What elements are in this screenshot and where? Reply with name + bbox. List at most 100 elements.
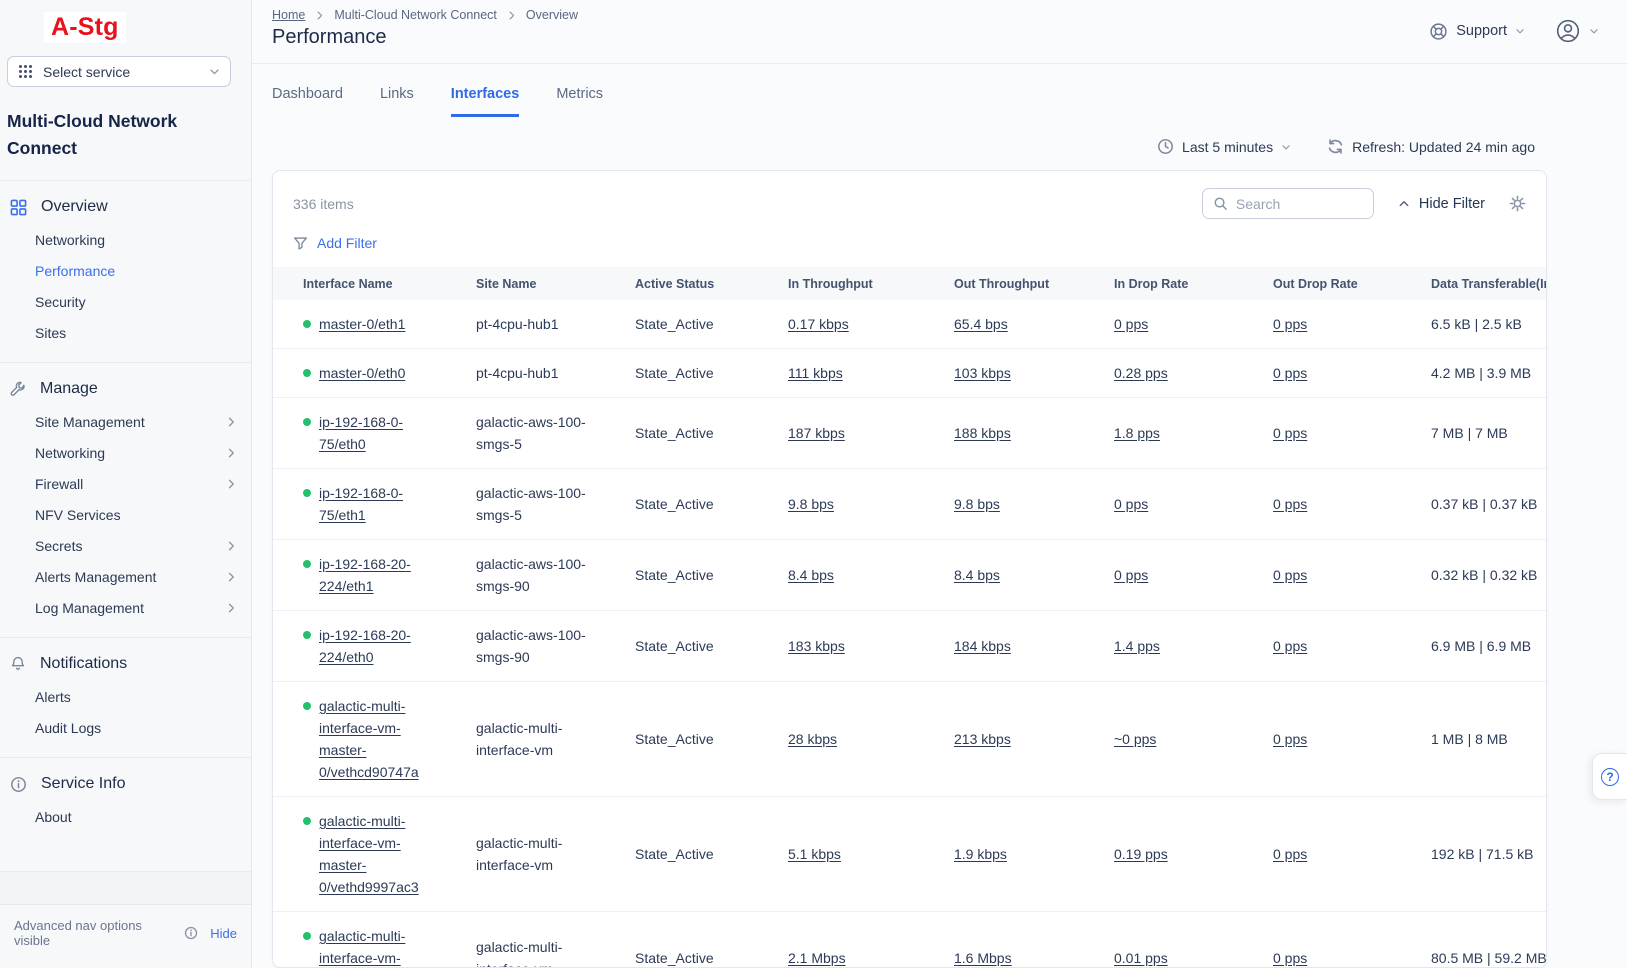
sidebar-item-audit-logs[interactable]: Audit Logs <box>35 720 102 737</box>
interface-link[interactable]: galactic-multi-interface-vm-master-0/vet… <box>319 698 419 780</box>
table-row: master-0/eth1 pt-4cpu-hub1 State_Active … <box>273 300 1546 349</box>
interface-link[interactable]: ip-192-168-0-75/eth1 <box>319 485 404 523</box>
in-drop-rate-link[interactable]: 0.01 pps <box>1114 950 1168 966</box>
out-throughput-link[interactable]: 9.8 bps <box>954 496 1000 512</box>
in-throughput-link[interactable]: 8.4 bps <box>788 567 834 583</box>
time-range-selector[interactable]: Last 5 minutes <box>1157 138 1291 155</box>
in-throughput-link[interactable]: 5.1 kbps <box>788 846 841 862</box>
tab-dashboard[interactable]: Dashboard <box>272 86 343 102</box>
column-header[interactable]: In Throughput <box>788 276 873 291</box>
column-header[interactable]: Data Transferable(In <box>1431 276 1546 291</box>
site-name-cell: galactic-aws-100-smgs-90 <box>476 627 586 665</box>
sidebar-section-overview[interactable]: Overview <box>0 183 251 225</box>
sidebar-item-secrets[interactable]: Secrets <box>0 531 251 562</box>
out-drop-rate-link[interactable]: 0 pps <box>1273 365 1308 381</box>
out-drop-rate-link[interactable]: 0 pps <box>1273 316 1308 332</box>
out-drop-rate-link[interactable]: 0 pps <box>1273 950 1308 966</box>
sidebar-item-nfv-services[interactable]: NFV Services <box>0 500 251 531</box>
out-drop-rate-link[interactable]: 0 pps <box>1273 567 1308 583</box>
sidebar-section-notifications[interactable]: Notifications <box>0 640 251 682</box>
support-menu-button[interactable]: Support <box>1429 22 1525 41</box>
sidebar-section-service-info[interactable]: Service Info <box>0 760 251 802</box>
out-drop-rate-link[interactable]: 0 pps <box>1273 731 1308 747</box>
sidebar-item-performance[interactable]: Performance <box>35 263 116 280</box>
out-throughput-link[interactable]: 1.9 kbps <box>954 846 1007 862</box>
sidebar-item-alerts-management[interactable]: Alerts Management <box>0 562 251 593</box>
refresh-button[interactable]: Refresh: Updated 24 min ago <box>1327 138 1535 155</box>
tab-metrics[interactable]: Metrics <box>556 86 604 102</box>
out-throughput-link[interactable]: 103 kbps <box>954 365 1011 381</box>
tab-links[interactable]: Links <box>379 86 414 102</box>
sidebar-item-site-management[interactable]: Site Management <box>0 407 251 438</box>
out-throughput-link[interactable]: 1.6 Mbps <box>954 950 1012 966</box>
advanced-nav-label: Advanced nav options visible <box>14 918 142 948</box>
in-drop-rate-link[interactable]: 0.28 pps <box>1114 365 1168 381</box>
sidebar-item-log-management[interactable]: Log Management <box>0 593 251 624</box>
out-drop-rate-link[interactable]: 0 pps <box>1273 638 1308 654</box>
in-drop-rate-link[interactable]: 1.8 pps <box>1114 425 1160 441</box>
sidebar-section-manage[interactable]: Manage <box>0 365 251 407</box>
in-drop-rate-link[interactable]: 0 pps <box>1114 496 1149 512</box>
sidebar-item-manage-networking[interactable]: Networking <box>0 438 251 469</box>
table-row: master-0/eth0 pt-4cpu-hub1 State_Active … <box>273 349 1546 398</box>
out-drop-rate-link[interactable]: 0 pps <box>1273 496 1308 512</box>
in-drop-rate-link[interactable]: 1.4 pps <box>1114 638 1160 654</box>
column-header[interactable]: Out Throughput <box>954 276 1050 291</box>
user-menu-button[interactable] <box>1555 18 1599 44</box>
in-drop-rate-link[interactable]: 0.19 pps <box>1114 846 1168 862</box>
out-drop-rate-link[interactable]: 0 pps <box>1273 425 1308 441</box>
hide-filter-button[interactable]: Hide Filter <box>1398 196 1485 212</box>
hide-advanced-nav-link[interactable]: Hide <box>210 925 237 941</box>
column-header[interactable]: In Drop Rate <box>1114 276 1189 291</box>
active-status-cell: State_Active <box>635 316 714 332</box>
out-throughput-link[interactable]: 184 kbps <box>954 638 1011 654</box>
in-throughput-link[interactable]: 111 kbps <box>788 365 843 381</box>
out-drop-rate-link[interactable]: 0 pps <box>1273 846 1308 862</box>
help-button[interactable]: ? <box>1592 753 1627 800</box>
lifebuoy-icon <box>1429 22 1448 41</box>
in-throughput-link[interactable]: 28 kbps <box>788 731 838 747</box>
sidebar-item-sites[interactable]: Sites <box>35 325 67 342</box>
in-throughput-link[interactable]: 2.1 Mbps <box>788 950 846 966</box>
out-throughput-link[interactable]: 213 kbps <box>954 731 1011 747</box>
chevron-up-icon <box>1398 198 1410 210</box>
in-throughput-link[interactable]: 183 kbps <box>788 638 845 654</box>
breadcrumb-home-link[interactable]: Home <box>272 8 306 22</box>
sidebar-item-networking[interactable]: Networking <box>35 232 106 249</box>
sidebar-item-firewall[interactable]: Firewall <box>0 469 251 500</box>
sidebar-item-about[interactable]: About <box>35 809 72 826</box>
active-status-cell: State_Active <box>635 365 714 381</box>
column-header[interactable]: Out Drop Rate <box>1273 276 1358 291</box>
sidebar-item-security[interactable]: Security <box>35 294 86 311</box>
interface-link[interactable]: galactic-multi-interface-vm-master-0/eth… <box>319 928 406 966</box>
sidebar-item-alerts[interactable]: Alerts <box>35 689 71 706</box>
in-throughput-link[interactable]: 9.8 bps <box>788 496 834 512</box>
interface-link[interactable]: galactic-multi-interface-vm-master-0/vet… <box>319 813 419 895</box>
active-status-cell: State_Active <box>635 638 714 654</box>
data-transferable-cell: 6.9 MB | 6.9 MB <box>1431 638 1532 654</box>
in-throughput-link[interactable]: 187 kbps <box>788 425 845 441</box>
add-filter-button[interactable]: Add Filter <box>273 219 397 267</box>
service-selector[interactable]: Select service <box>7 56 231 87</box>
in-drop-rate-link[interactable]: 0 pps <box>1114 567 1149 583</box>
interface-link[interactable]: master-0/eth1 <box>319 316 406 332</box>
interface-link[interactable]: ip-192-168-20-224/eth0 <box>319 627 411 665</box>
service-selector-label: Select service <box>43 63 131 80</box>
column-header[interactable]: Site Name <box>476 276 537 291</box>
tab-interfaces[interactable]: Interfaces <box>450 86 520 117</box>
column-header[interactable]: Active Status <box>635 276 715 291</box>
out-throughput-link[interactable]: 65.4 bps <box>954 316 1008 332</box>
in-drop-rate-link[interactable]: 0 pps <box>1114 316 1149 332</box>
table-settings-button[interactable] <box>1509 195 1526 212</box>
interface-link[interactable]: ip-192-168-0-75/eth0 <box>319 414 404 452</box>
in-drop-rate-link[interactable]: ~0 pps <box>1114 731 1157 747</box>
out-throughput-link[interactable]: 8.4 bps <box>954 567 1000 583</box>
interface-link[interactable]: ip-192-168-20-224/eth1 <box>319 556 411 594</box>
column-header[interactable]: Interface Name <box>303 276 393 291</box>
active-status-cell: State_Active <box>635 425 714 441</box>
search-input[interactable] <box>1235 195 1363 212</box>
in-throughput-link[interactable]: 0.17 kbps <box>788 316 849 332</box>
out-throughput-link[interactable]: 188 kbps <box>954 425 1011 441</box>
search-box <box>1201 188 1374 219</box>
interface-link[interactable]: master-0/eth0 <box>319 365 406 381</box>
